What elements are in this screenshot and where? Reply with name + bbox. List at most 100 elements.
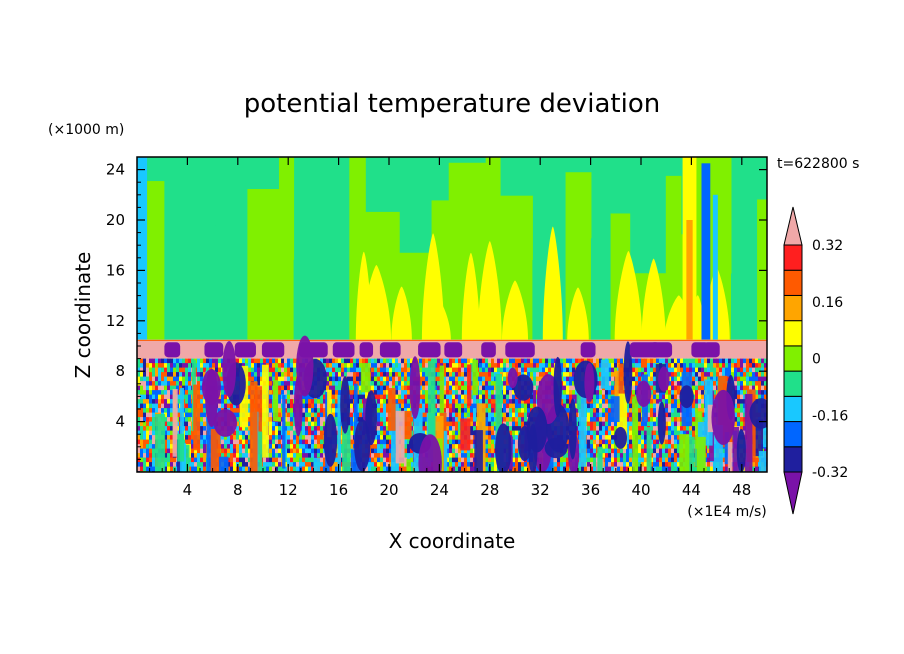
convective-cell: [326, 367, 330, 373]
convective-cell: [449, 421, 453, 427]
convective-cell: [491, 367, 495, 373]
convective-cell: [698, 372, 702, 377]
convective-cell: [449, 417, 453, 422]
convective-cell: [458, 421, 462, 427]
convective-cell: [443, 399, 447, 404]
convective-cell: [272, 430, 276, 436]
convective-cell: [692, 417, 696, 422]
convective-cell: [155, 390, 159, 395]
convective-cell: [650, 430, 654, 436]
convective-cell: [188, 408, 192, 413]
convective-cell: [536, 376, 540, 382]
convective-cell: [446, 439, 450, 445]
convective-cell: [644, 439, 648, 445]
convective-cell: [362, 358, 366, 364]
convective-cell: [146, 462, 150, 467]
convective-cell: [638, 372, 642, 377]
convective-cell: [695, 403, 699, 409]
warm-plume: [461, 252, 480, 340]
convective-cell: [236, 426, 240, 431]
convective-cell: [302, 421, 306, 427]
convective-cell: [188, 421, 192, 427]
convective-cell: [461, 408, 465, 413]
convective-cell: [260, 372, 264, 377]
convective-cell: [161, 381, 165, 386]
convective-cell: [596, 363, 600, 368]
convective-cell: [500, 358, 504, 364]
convective-cell: [308, 403, 312, 409]
convective-cell: [596, 426, 600, 431]
convective-cell: [140, 457, 144, 463]
convective-cell: [533, 376, 537, 382]
convective-cell: [602, 439, 606, 445]
convective-cell: [410, 426, 414, 431]
convective-cell: [380, 412, 384, 418]
convective-cell: [302, 457, 306, 463]
convective-cell: [389, 453, 393, 458]
convective-cell: [311, 457, 315, 463]
convective-cell: [185, 421, 189, 427]
convective-cell: [293, 453, 297, 458]
convective-cell: [317, 408, 321, 413]
convective-cell: [152, 372, 156, 377]
convective-cell: [566, 412, 570, 418]
convective-cell: [410, 462, 414, 467]
convective-cell: [188, 399, 192, 404]
convective-cell: [203, 444, 207, 449]
convective-cell: [599, 390, 603, 395]
convective-cell: [446, 435, 450, 440]
convective-cell: [566, 439, 570, 445]
convective-cell: [623, 466, 627, 472]
convective-cell: [176, 403, 180, 409]
convective-cell: [164, 426, 168, 431]
convective-cell: [188, 448, 192, 454]
convective-cell: [515, 466, 519, 472]
convective-cell: [305, 408, 309, 413]
convective-cell: [410, 412, 414, 418]
convective-cell: [293, 444, 297, 449]
convective-cell: [527, 466, 531, 472]
convective-cell: [371, 448, 375, 454]
convective-cell: [644, 457, 648, 463]
convective-cell: [275, 448, 279, 454]
convective-cell: [287, 381, 291, 386]
warm-plume: [501, 280, 529, 340]
convective-cell: [242, 358, 246, 364]
convective-cell: [470, 367, 474, 373]
convective-cell: [566, 457, 570, 463]
convective-cell: [671, 399, 675, 404]
convective-cell: [593, 448, 597, 454]
convective-cell: [635, 381, 639, 386]
convective-cell: [485, 385, 489, 391]
convective-cell: [461, 448, 465, 454]
convective-cell: [311, 403, 315, 409]
convective-cell: [626, 444, 630, 449]
convective-cell: [146, 381, 150, 386]
convective-cell: [293, 381, 297, 386]
convective-cell: [653, 376, 657, 382]
convective-cell: [410, 457, 414, 463]
convective-cell: [671, 462, 675, 467]
convective-cell: [308, 408, 312, 413]
convective-cell: [602, 417, 606, 422]
convective-cell: [377, 394, 381, 400]
convective-cell: [185, 417, 189, 422]
convective-cell: [320, 417, 324, 422]
convective-cell: [287, 385, 291, 391]
convective-cell: [227, 448, 231, 454]
convective-cell: [323, 466, 327, 472]
warm-plume: [391, 286, 412, 340]
convective-cell: [665, 412, 669, 418]
convective-cell: [503, 358, 507, 364]
convective-cell: [185, 430, 189, 436]
convective-cell: [350, 394, 354, 400]
convective-cell: [677, 408, 681, 413]
convective-cell: [593, 457, 597, 463]
convective-cell: [623, 462, 627, 467]
convective-cell: [698, 408, 702, 413]
convective-cell: [338, 372, 342, 377]
convective-cell: [272, 421, 276, 427]
convective-cell: [278, 381, 282, 386]
convective-cell: [596, 403, 600, 409]
convective-cell: [443, 385, 447, 391]
